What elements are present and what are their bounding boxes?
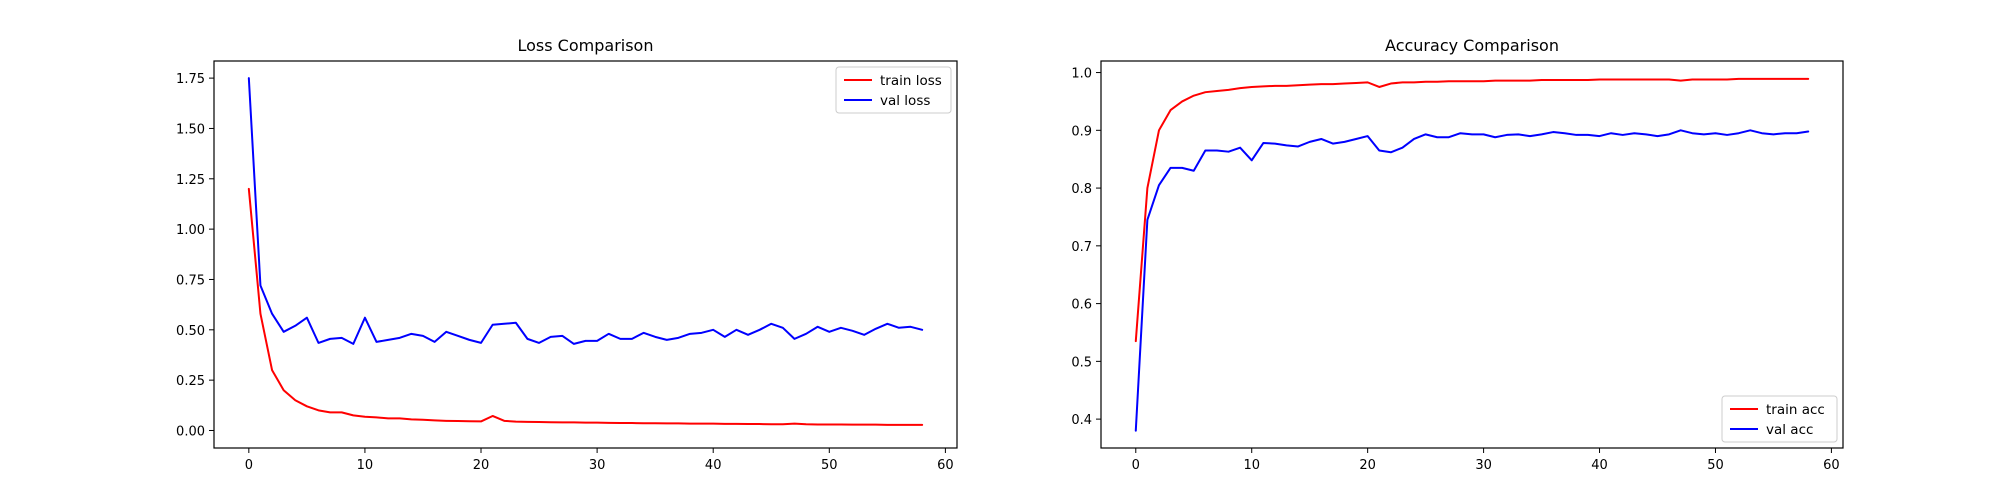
legend-box — [1721, 395, 1838, 443]
legend-label-train-acc: train acc — [1766, 402, 1825, 418]
series-line-train-acc — [1134, 77, 1810, 343]
x-tick-label: 60 — [937, 458, 954, 473]
chart-title: Loss Comparison — [518, 36, 654, 55]
y-tick-label: 0.8 — [1071, 182, 1092, 197]
y-tick-label: 1.0 — [1071, 67, 1092, 82]
x-tick-label: 10 — [357, 458, 374, 473]
series-line-val-loss — [247, 77, 924, 345]
x-tick-label: 10 — [1243, 458, 1260, 473]
y-tick-label: 0.7 — [1071, 240, 1092, 255]
y-tick-label: 0.5 — [1071, 355, 1092, 370]
accuracy-chart: Accuracy Comparison 0 10 20 30 40 50 60 0.4 0.5 0.… — [1071, 36, 1844, 473]
y-tick-label: 0.4 — [1071, 413, 1092, 428]
y-tick-label: 1.75 — [176, 72, 205, 87]
y-tick-label: 0.75 — [176, 273, 205, 288]
legend-label-val-loss: val loss — [880, 93, 930, 109]
x-tick-label: 20 — [473, 458, 490, 473]
legend-label-train-loss: train loss — [880, 73, 942, 89]
x-tick-label: 50 — [1707, 458, 1724, 473]
x-tick-label: 20 — [1359, 458, 1376, 473]
loss-chart: Loss Comparison 0 10 20 30 40 50 60 0.00 0.25 0.50… — [176, 36, 958, 473]
x-tick-label: 0 — [1132, 458, 1140, 473]
y-tick-label: 1.00 — [176, 223, 205, 238]
x-tick-label: 60 — [1823, 458, 1840, 473]
legend-box — [835, 66, 952, 114]
x-tick-label: 40 — [705, 458, 722, 473]
legend-label-val-acc: val acc — [1766, 422, 1813, 438]
x-tick-label: 0 — [245, 458, 253, 473]
axes-frame — [213, 60, 958, 449]
y-tick-label: 1.25 — [176, 173, 205, 188]
y-tick-label: 0.9 — [1071, 124, 1092, 139]
y-tick-label: 0.50 — [176, 324, 205, 339]
legend: train loss val loss — [835, 66, 952, 114]
y-tick-label: 0.00 — [176, 424, 205, 439]
axes-frame — [1100, 60, 1844, 449]
x-tick-label: 30 — [1475, 458, 1492, 473]
x-tick-label: 50 — [821, 458, 838, 473]
y-tick-label: 0.6 — [1071, 298, 1092, 313]
series-line-train-loss — [247, 187, 924, 426]
series-line-val-acc — [1134, 129, 1810, 432]
y-tick-label: 0.25 — [176, 374, 205, 389]
y-tick-label: 1.50 — [176, 122, 205, 137]
chart-title: Accuracy Comparison — [1385, 36, 1559, 55]
legend: train acc val acc — [1721, 395, 1838, 443]
x-tick-label: 30 — [589, 458, 606, 473]
x-tick-label: 40 — [1591, 458, 1608, 473]
